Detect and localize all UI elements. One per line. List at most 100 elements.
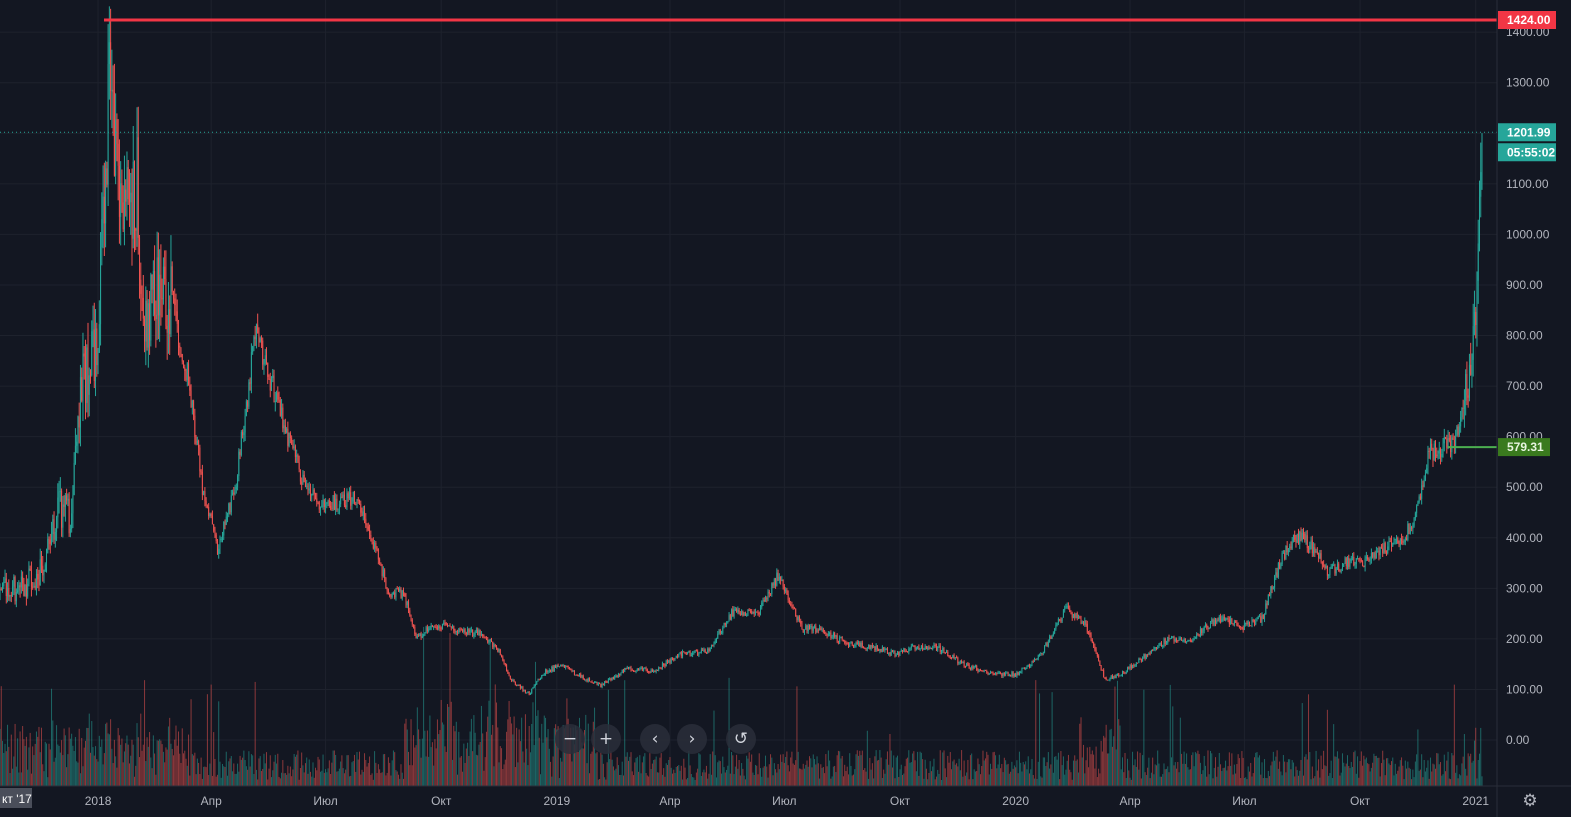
candle-body	[566, 666, 568, 668]
candle-body	[565, 666, 567, 668]
volume-bar	[795, 760, 797, 786]
volume-bar	[797, 751, 799, 786]
candle-body	[1071, 613, 1073, 618]
candle-body	[695, 650, 697, 652]
volume-bar	[166, 749, 168, 786]
volume-bar	[1023, 764, 1025, 786]
volume-bar	[1227, 766, 1229, 786]
candle-body	[668, 660, 670, 663]
candle-body	[1193, 638, 1195, 640]
volume-bar	[283, 773, 285, 786]
settings-gear-icon[interactable]: ⚙	[1522, 791, 1538, 811]
volume-bar	[964, 775, 966, 786]
candle-body	[1432, 449, 1434, 460]
candle-body	[59, 491, 61, 493]
volume-bar	[659, 757, 661, 786]
candle-body	[1093, 642, 1095, 647]
volume-bar	[172, 755, 174, 786]
volume-bar	[1291, 760, 1293, 786]
candle-body	[792, 606, 794, 609]
candle-body	[161, 297, 163, 300]
candle-body	[1326, 565, 1328, 576]
reset-chart-button[interactable]: ↺	[726, 724, 756, 754]
volume-bar	[913, 751, 915, 786]
volume-bar	[292, 769, 294, 786]
volume-bar	[836, 755, 838, 786]
candle-body	[100, 247, 102, 325]
candle-body	[1158, 644, 1160, 648]
candle-body	[1478, 196, 1480, 244]
volume-bar	[768, 764, 770, 786]
volume-bar	[1427, 760, 1429, 786]
volume-bar	[1345, 763, 1347, 786]
zoom-out-button[interactable]: −	[555, 724, 585, 754]
candle-body	[337, 508, 339, 510]
volume-bar	[110, 719, 112, 786]
candle-body	[839, 637, 841, 643]
volume-bar	[540, 774, 542, 786]
volume-bar	[1287, 759, 1289, 786]
volume-bar	[927, 779, 929, 786]
volume-bar	[213, 732, 215, 786]
volume-bar	[1335, 756, 1337, 786]
volume-bar	[1438, 764, 1440, 786]
volume-bar	[293, 753, 295, 786]
volume-bar	[1305, 754, 1307, 786]
volume-bar	[905, 758, 907, 786]
volume-bar	[444, 746, 446, 786]
scroll-left-button[interactable]: ‹	[640, 724, 670, 754]
candle-body	[1013, 673, 1015, 677]
candle-body	[567, 666, 569, 668]
volume-bar	[620, 774, 622, 786]
volume-bar	[572, 727, 574, 786]
volume-bar	[1447, 751, 1449, 786]
volume-bar	[274, 754, 276, 786]
candle-body	[1434, 443, 1436, 455]
high-level-badge: 1424.00	[1507, 13, 1551, 27]
volume-bar	[811, 767, 813, 786]
volume-bar	[195, 774, 197, 786]
candle-body	[1477, 243, 1479, 281]
volume-bar	[155, 774, 157, 786]
candle-body	[511, 679, 513, 681]
candle-body	[110, 42, 112, 92]
volume-bar	[72, 745, 74, 786]
volume-bar	[1103, 735, 1105, 786]
volume-bar	[22, 726, 24, 786]
candle-body	[1291, 541, 1293, 549]
volume-bar	[1333, 724, 1335, 786]
candle-body	[62, 504, 64, 528]
volume-bar	[831, 776, 833, 786]
volume-bar	[718, 760, 720, 786]
volume-bar	[508, 700, 510, 786]
volume-bar	[1354, 750, 1356, 786]
candle-body	[1358, 558, 1360, 560]
candle-body	[638, 668, 640, 671]
volume-bar	[0, 728, 1, 786]
volume-bar	[38, 726, 40, 786]
scroll-right-button[interactable]: ›	[677, 724, 707, 754]
volume-bar	[615, 768, 617, 786]
y-tick-label: 200.00	[1506, 632, 1543, 646]
volume-bar	[1113, 736, 1115, 786]
candle-body	[1201, 629, 1203, 633]
candle-body	[859, 642, 861, 647]
volume-bar	[1437, 753, 1439, 786]
candle-body	[502, 657, 504, 661]
volume-bar	[1101, 751, 1103, 786]
candle-body	[948, 656, 950, 658]
volume-bar	[1145, 774, 1147, 786]
volume-bar	[997, 764, 999, 786]
zoom-in-button[interactable]: +	[591, 724, 621, 754]
volume-bar	[360, 774, 362, 786]
candle-body	[9, 595, 11, 597]
volume-bar	[1442, 774, 1444, 786]
volume-bar	[655, 756, 657, 786]
candle-body	[376, 548, 378, 550]
volume-bar	[741, 763, 743, 786]
volume-bar	[196, 758, 198, 786]
volume-bar	[918, 775, 920, 786]
volume-bar	[1421, 754, 1423, 786]
